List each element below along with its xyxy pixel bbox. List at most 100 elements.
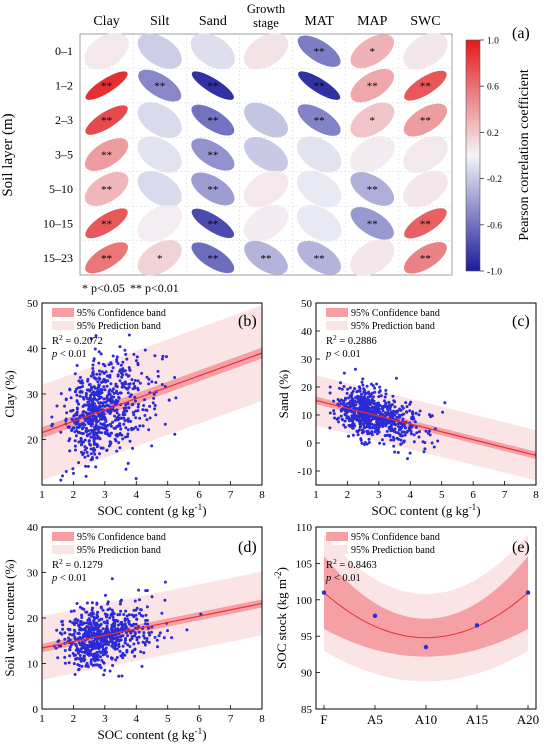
data-point	[122, 422, 126, 426]
legend-prediction-swatch	[326, 321, 348, 330]
heatmap-cell	[244, 102, 288, 138]
data-point	[96, 380, 100, 384]
x-tick-label: 1	[39, 489, 45, 501]
data-point	[89, 443, 93, 447]
data-point	[89, 662, 93, 666]
data-point	[134, 613, 138, 617]
data-point	[383, 434, 387, 438]
data-point	[339, 381, 342, 385]
data-point	[73, 372, 77, 376]
heatmap-significance-mark: **	[101, 253, 112, 265]
data-point	[128, 622, 131, 626]
data-point	[85, 621, 89, 625]
data-point	[87, 634, 91, 638]
data-point	[345, 402, 349, 406]
data-point	[367, 416, 371, 420]
data-point	[101, 426, 105, 430]
data-point	[388, 421, 392, 425]
data-point	[136, 641, 140, 645]
data-point	[101, 404, 105, 408]
y-tick-label: 90	[301, 668, 313, 680]
data-point	[148, 416, 152, 420]
data-point	[396, 451, 400, 454]
data-point	[343, 398, 347, 401]
data-point	[119, 363, 123, 367]
data-point	[76, 647, 80, 651]
data-point	[428, 413, 431, 417]
x-tick-label: A5	[367, 712, 383, 727]
data-point	[99, 417, 102, 421]
y-tick-label: 50	[27, 298, 39, 310]
data-point	[145, 605, 149, 609]
data-point	[360, 392, 363, 396]
data-point	[143, 636, 147, 640]
data-point	[145, 639, 149, 643]
data-point	[376, 418, 380, 422]
heatmap-cell	[84, 171, 129, 206]
data-point	[70, 633, 74, 637]
data-point	[128, 368, 132, 372]
data-point	[120, 653, 124, 657]
data-point	[98, 650, 101, 654]
legend-confidence-label: 95% Confidence band	[351, 308, 440, 319]
data-point	[87, 617, 91, 621]
data-point	[112, 641, 116, 645]
heatmap-col-label: Sand	[199, 14, 227, 29]
data-point	[115, 411, 119, 415]
data-point	[100, 658, 104, 662]
data-point	[124, 372, 128, 376]
data-point	[378, 385, 382, 389]
data-point	[73, 630, 77, 633]
y-tick-label: 10	[27, 659, 39, 671]
data-point	[121, 437, 125, 441]
data-point	[126, 435, 129, 438]
heatmap-cell	[243, 33, 289, 70]
data-point	[116, 623, 120, 627]
data-point	[93, 386, 97, 390]
data-point	[345, 410, 349, 414]
data-point	[388, 433, 392, 437]
data-point	[117, 674, 121, 678]
data-point	[154, 381, 158, 384]
data-point	[385, 421, 389, 425]
data-point	[363, 443, 366, 446]
data-point	[77, 461, 81, 465]
data-point	[107, 404, 111, 408]
heatmap-col-label: Silt	[150, 14, 170, 29]
data-point	[358, 419, 362, 423]
data-point	[55, 404, 59, 408]
data-point	[393, 405, 397, 409]
data-point	[68, 632, 72, 636]
data-point	[328, 385, 332, 389]
data-point	[111, 664, 115, 667]
data-point	[120, 674, 124, 678]
data-point	[137, 625, 141, 629]
data-point	[365, 429, 369, 433]
data-point	[134, 409, 138, 413]
data-point	[74, 422, 78, 426]
stat-r-squared: R2 = 0.2072	[52, 333, 103, 348]
data-point	[109, 361, 113, 365]
data-point	[95, 650, 99, 654]
heatmap-significance-mark: *	[157, 253, 163, 265]
data-point	[134, 416, 138, 420]
y-tick-label: 0	[33, 704, 39, 716]
data-point	[115, 647, 119, 651]
data-point	[94, 334, 98, 338]
data-point	[117, 441, 121, 445]
data-point	[93, 652, 97, 656]
data-point	[87, 405, 91, 409]
data-point	[347, 434, 351, 438]
data-point	[340, 417, 344, 421]
data-point	[97, 425, 101, 429]
data-point	[119, 620, 123, 624]
data-point	[115, 449, 119, 453]
plot-area	[316, 367, 536, 481]
data-point	[375, 432, 379, 436]
data-point	[105, 396, 109, 400]
y-tick-label: 0	[307, 438, 313, 450]
data-point	[162, 636, 166, 640]
legend-prediction-label: 95% Prediction band	[77, 321, 161, 332]
data-point	[348, 404, 352, 408]
data-point	[377, 404, 381, 408]
